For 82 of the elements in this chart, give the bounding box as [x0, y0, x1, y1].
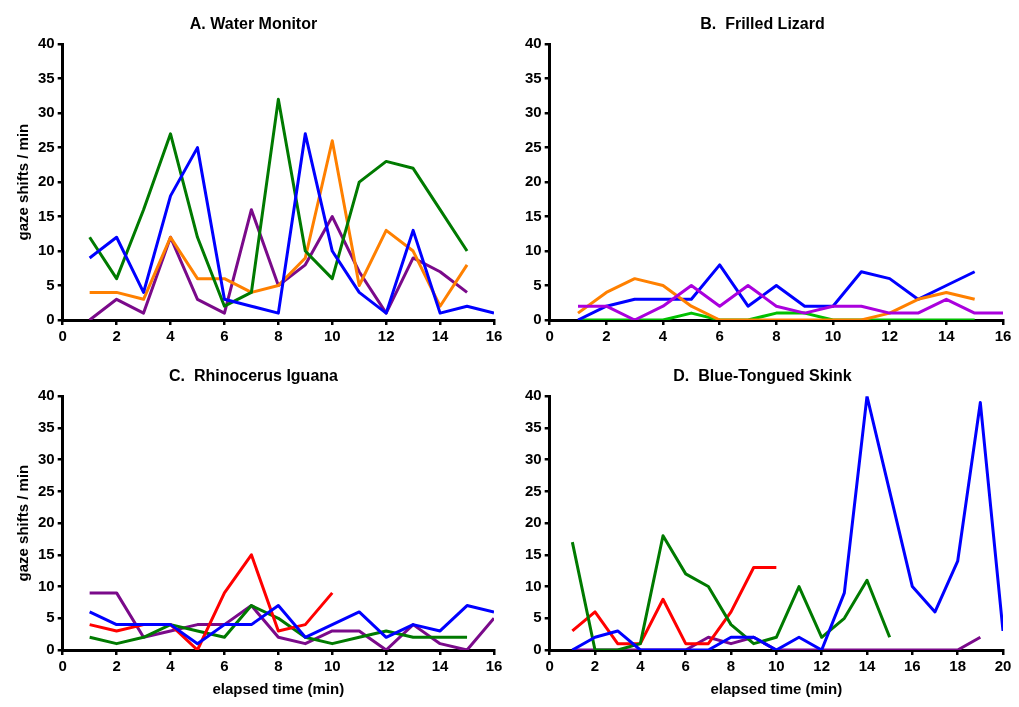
- x-tick-label: 12: [813, 657, 831, 675]
- y-tick-label: 30: [525, 449, 542, 467]
- y-tick-label: 40: [525, 386, 542, 404]
- y-tick-label: 10: [525, 576, 542, 594]
- chart-title: A. Water Monitor: [189, 15, 318, 33]
- y-tick-label: 5: [46, 608, 55, 626]
- x-tick-label: 2: [602, 327, 611, 345]
- x-tick-label: 2: [590, 657, 600, 675]
- x-tick-label: 4: [658, 327, 668, 345]
- x-tick-label: 8: [726, 657, 736, 675]
- y-tick-label: 20: [525, 172, 542, 190]
- x-tick-label: 14: [431, 327, 450, 345]
- y-tick-label: 35: [525, 418, 542, 436]
- y-tick-label: 40: [38, 386, 55, 404]
- chart-title: C. Rhinocerus Iguana: [169, 367, 339, 385]
- chart-title: D. Blue-Tongued Skink: [673, 367, 852, 385]
- x-tick-label: 4: [166, 327, 176, 345]
- x-tick-label: 4: [166, 657, 176, 675]
- x-tick-label: 16: [903, 657, 921, 675]
- x-tick-label: 2: [112, 657, 121, 675]
- x-tick-label: 10: [323, 657, 341, 675]
- x-tick-label: 14: [431, 657, 450, 675]
- chart-title: B. Frilled Lizard: [700, 15, 825, 33]
- y-tick-label: 30: [38, 103, 55, 121]
- x-tick-label: 2: [112, 327, 121, 345]
- x-tick-label: 20: [994, 657, 1012, 675]
- y-tick-label: 15: [525, 206, 542, 224]
- x-tick-label: 6: [220, 657, 229, 675]
- y-tick-label: 30: [38, 449, 55, 467]
- x-axis-title: elapsed time (min): [212, 680, 345, 698]
- x-tick-label: 12: [377, 327, 395, 345]
- y-tick-label: 0: [533, 310, 542, 328]
- y-tick-label: 20: [525, 513, 542, 531]
- y-tick-label: 15: [525, 544, 542, 562]
- x-tick-label: 10: [824, 327, 842, 345]
- y-tick-label: 5: [46, 275, 55, 293]
- y-tick-label: 40: [38, 34, 55, 52]
- y-tick-label: 25: [38, 481, 55, 499]
- y-tick-label: 25: [525, 137, 542, 155]
- y-tick-label: 5: [533, 275, 542, 293]
- x-tick-label: 6: [715, 327, 724, 345]
- y-tick-label: 35: [525, 68, 542, 86]
- y-tick-label: 10: [525, 241, 542, 259]
- y-tick-label: 15: [38, 544, 55, 562]
- y-tick-label: 25: [525, 481, 542, 499]
- x-tick-label: 6: [220, 327, 229, 345]
- y-tick-label: 25: [38, 137, 55, 155]
- x-tick-label: 0: [545, 657, 554, 675]
- y-tick-label: 30: [525, 103, 542, 121]
- x-tick-label: 10: [768, 657, 785, 675]
- y-tick-label: 35: [38, 418, 55, 436]
- x-tick-label: 14: [858, 657, 876, 675]
- x-tick-label: 0: [58, 327, 67, 345]
- y-tick-label: 35: [38, 68, 55, 86]
- x-tick-label: 16: [994, 327, 1012, 345]
- x-tick-label: 0: [58, 657, 67, 675]
- x-tick-label: 4: [636, 657, 646, 675]
- x-axis-title: elapsed time (min): [710, 680, 843, 698]
- y-axis-title: gaze shifts / min: [14, 123, 32, 241]
- x-tick-label: 8: [772, 327, 781, 345]
- x-tick-label: 16: [485, 657, 503, 675]
- x-tick-label: 6: [681, 657, 690, 675]
- y-tick-label: 20: [38, 172, 55, 190]
- y-axis-title: gaze shifts / min: [14, 464, 32, 582]
- x-tick-label: 10: [323, 327, 341, 345]
- y-tick-label: 0: [533, 640, 542, 658]
- y-tick-label: 0: [46, 640, 55, 658]
- x-tick-label: 18: [949, 657, 967, 675]
- x-tick-label: 8: [274, 327, 283, 345]
- y-tick-label: 0: [46, 310, 55, 328]
- x-tick-label: 0: [545, 327, 554, 345]
- x-tick-label: 8: [274, 657, 283, 675]
- y-tick-label: 40: [525, 34, 542, 52]
- x-tick-label: 12: [377, 657, 395, 675]
- y-tick-label: 5: [533, 608, 542, 626]
- x-tick-label: 12: [881, 327, 899, 345]
- y-tick-label: 10: [38, 576, 55, 594]
- y-tick-label: 15: [38, 206, 55, 224]
- x-tick-label: 16: [485, 327, 503, 345]
- x-tick-label: 14: [937, 327, 956, 345]
- y-tick-label: 10: [38, 241, 55, 259]
- y-tick-label: 20: [38, 513, 55, 531]
